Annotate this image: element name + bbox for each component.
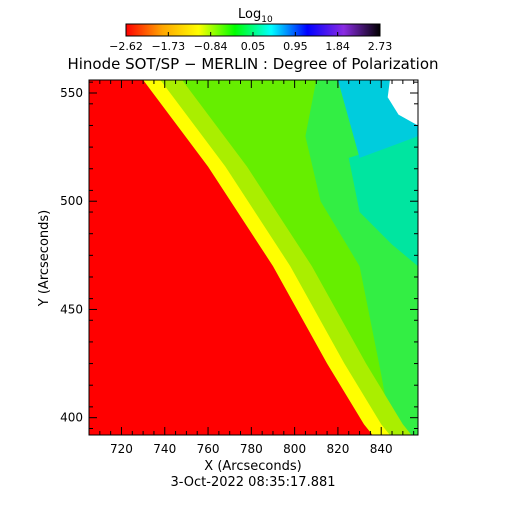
x-tick-label: 720 — [110, 442, 133, 456]
x-tick-label: 840 — [370, 442, 393, 456]
colorbar-tick-label: −0.84 — [194, 40, 228, 53]
colorbar-tick-label: 1.84 — [325, 40, 350, 53]
colorbar-tick-label: 0.95 — [283, 40, 308, 53]
colorbar-tick-label: 0.05 — [241, 40, 266, 53]
limb-band-region — [143, 80, 390, 435]
chart-title: Hinode SOT/SP − MERLIN : Degree of Polar… — [67, 55, 438, 73]
no-data-region — [387, 80, 418, 126]
colorbar-ticks: −2.62 −1.73 −0.84 0.05 0.95 1.84 2.73 — [109, 32, 392, 53]
x-axis: 720 740 760 780 800 820 840 — [99, 80, 415, 456]
polarization-image — [89, 80, 418, 435]
y-tick-label: 400 — [60, 411, 83, 425]
x-tick-label: 820 — [326, 442, 349, 456]
colorbar-tick-label: −2.62 — [109, 40, 143, 53]
y-axis: 400 450 500 550 — [60, 81, 418, 430]
y-tick-label: 500 — [60, 194, 83, 208]
x-tick-label: 800 — [283, 442, 306, 456]
high-region — [348, 136, 418, 267]
plot-frame — [88, 79, 419, 436]
x-tick-label: 760 — [197, 442, 220, 456]
y-tick-label: 450 — [60, 302, 83, 316]
x-tick-label: 780 — [240, 442, 263, 456]
colorbar-label: Log10 — [238, 7, 273, 25]
colorbar-tick-label: −1.73 — [151, 40, 185, 53]
x-axis-label: X (Arcseconds) — [204, 459, 301, 474]
off-limb-region — [89, 80, 373, 435]
colorbar-tick-label: 2.73 — [368, 40, 393, 53]
x-tick-label: 740 — [153, 442, 176, 456]
y-axis-label: Y (Arcseconds) — [37, 210, 52, 307]
colorbar-label-subscript: 10 — [261, 15, 273, 25]
timestamp: 3-Oct-2022 08:35:17.881 — [170, 475, 335, 490]
y-tick-label: 550 — [60, 86, 83, 100]
